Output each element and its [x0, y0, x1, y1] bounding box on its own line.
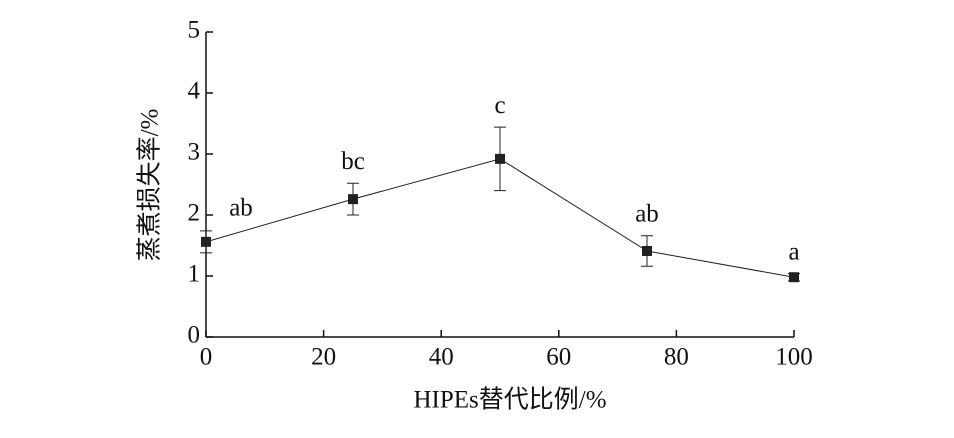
- data-point: [201, 236, 211, 247]
- y-tick-label: 2: [188, 200, 201, 227]
- annotation: a: [788, 238, 799, 265]
- x-tick-label: 60: [546, 344, 571, 371]
- y-axis-label: 蒸煮损失率/%: [136, 109, 164, 262]
- x-tick-label: 0: [200, 344, 213, 371]
- data-point: [642, 245, 652, 256]
- y-tick-label: 4: [188, 78, 201, 105]
- data-point: [789, 272, 799, 283]
- data-point: [495, 153, 505, 164]
- y-tick-label: 5: [188, 17, 201, 44]
- y-tick-label: 3: [188, 139, 201, 166]
- x-axis-label: HIPEs替代比例/%: [413, 386, 606, 414]
- x-tick-label: 80: [664, 344, 689, 371]
- y-tick-label: 1: [188, 261, 201, 288]
- x-tick-label: 40: [429, 344, 454, 371]
- annotation: ab: [229, 195, 253, 222]
- y-tick-label: 0: [188, 322, 201, 349]
- annotation: bc: [341, 148, 365, 175]
- annotation: ab: [635, 200, 659, 227]
- x-tick-label: 20: [311, 344, 336, 371]
- x-tick-label: 100: [775, 344, 813, 371]
- data-point: [348, 194, 358, 205]
- annotation: c: [494, 92, 505, 119]
